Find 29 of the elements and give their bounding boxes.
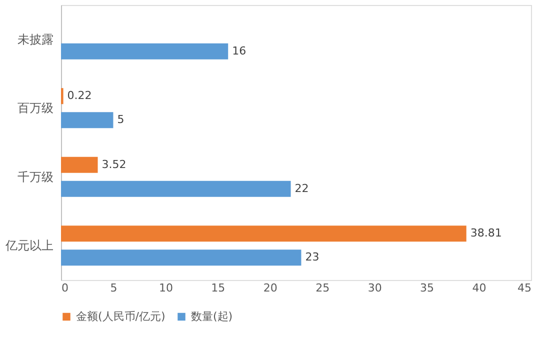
bar	[61, 226, 466, 242]
x-tick-label: 40	[472, 282, 486, 294]
x-tick-label: 45	[518, 282, 532, 294]
data-label: 23	[305, 250, 320, 264]
x-tick-label: 15	[211, 282, 226, 294]
x-tick-label: 5	[110, 282, 118, 294]
x-tick-label: 35	[420, 282, 434, 294]
bar	[61, 250, 302, 266]
data-label: 5	[117, 113, 124, 126]
data-label: 0.22	[67, 89, 92, 102]
y-tick-label: 未披露	[18, 32, 54, 46]
x-tick-label: 20	[263, 282, 278, 294]
x-tick-label: 0	[62, 282, 68, 294]
x-tick-label: 25	[316, 282, 330, 294]
y-tick-label: 千万级	[18, 170, 54, 184]
x-tick-label: 10	[158, 282, 173, 294]
bar	[61, 180, 291, 197]
bar	[61, 112, 114, 128]
y-tick-label: 百万级	[18, 101, 54, 116]
data-label: 3.52	[102, 158, 126, 171]
bar	[61, 156, 98, 173]
x-tick-label: 30	[368, 282, 382, 294]
legend-label: 数量(起)	[191, 310, 233, 323]
data-label: 16	[232, 44, 246, 58]
y-tick-label: 亿元以上	[4, 238, 54, 253]
legend-label: 金额(人民币/亿元)	[76, 310, 166, 323]
bar	[61, 43, 228, 60]
data-label: 38.81	[470, 226, 502, 240]
data-label: 22	[294, 182, 309, 195]
